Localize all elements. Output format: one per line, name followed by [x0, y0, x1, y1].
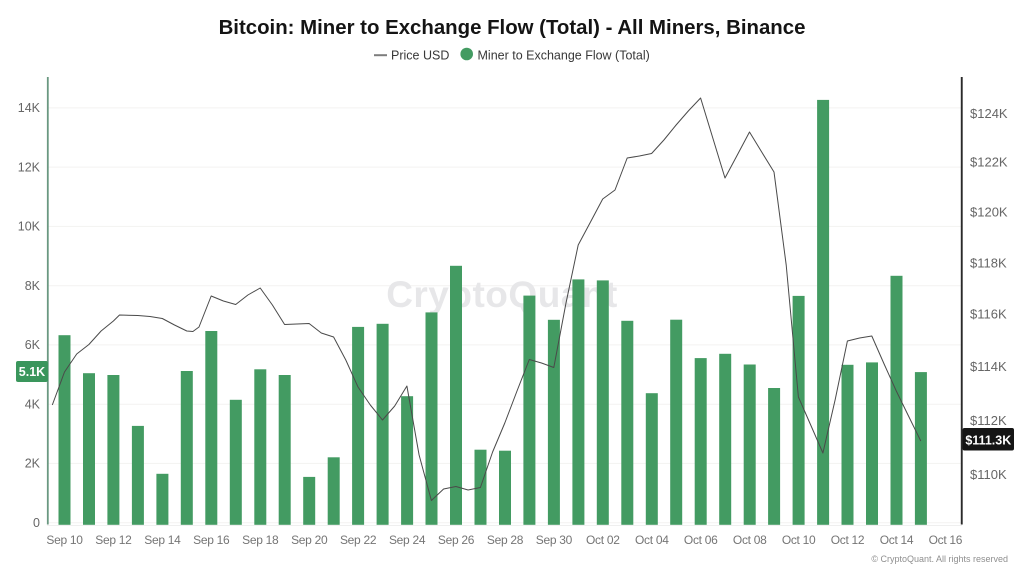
svg-text:0: 0 [33, 516, 40, 530]
svg-text:Oct 14: Oct 14 [880, 533, 914, 547]
svg-text:$112K: $112K [970, 413, 1007, 428]
svg-text:4K: 4K [25, 398, 41, 412]
svg-text:14K: 14K [18, 101, 41, 115]
svg-text:$120K: $120K [970, 205, 1008, 220]
svg-text:6K: 6K [25, 338, 41, 352]
svg-text:$111.3K: $111.3K [965, 433, 1011, 447]
svg-text:$122K: $122K [970, 155, 1008, 170]
svg-text:Oct 06: Oct 06 [684, 533, 718, 547]
svg-text:Sep 12: Sep 12 [95, 533, 132, 547]
svg-text:Sep 28: Sep 28 [487, 533, 524, 547]
svg-text:$116K: $116K [970, 307, 1007, 322]
svg-text:© CryptoQuant. All rights rese: © CryptoQuant. All rights reserved [871, 554, 1008, 564]
svg-text:8K: 8K [25, 279, 41, 293]
svg-text:Oct 12: Oct 12 [831, 533, 865, 547]
svg-text:$110K: $110K [970, 467, 1007, 482]
svg-text:Sep 22: Sep 22 [340, 533, 377, 547]
svg-text:10K: 10K [18, 220, 41, 234]
svg-text:Sep 14: Sep 14 [144, 533, 181, 547]
svg-text:Sep 16: Sep 16 [193, 533, 230, 547]
svg-text:2K: 2K [25, 457, 41, 471]
svg-text:Oct 10: Oct 10 [782, 533, 816, 547]
svg-text:Price USD: Price USD [391, 49, 449, 63]
svg-text:Sep 10: Sep 10 [46, 533, 83, 547]
svg-text:Oct 04: Oct 04 [635, 533, 669, 547]
svg-text:12K: 12K [18, 160, 41, 174]
svg-text:Sep 30: Sep 30 [536, 533, 573, 547]
svg-text:Sep 18: Sep 18 [242, 533, 279, 547]
svg-text:Sep 24: Sep 24 [389, 533, 426, 547]
svg-text:$114K: $114K [970, 359, 1007, 374]
svg-text:Bitcoin: Miner to Exchange Flo: Bitcoin: Miner to Exchange Flow (Total) … [219, 17, 806, 39]
svg-text:$118K: $118K [970, 255, 1007, 270]
svg-text:Oct 02: Oct 02 [586, 533, 620, 547]
svg-text:Miner to Exchange Flow (Total): Miner to Exchange Flow (Total) [478, 49, 650, 63]
svg-text:Oct 08: Oct 08 [733, 533, 767, 547]
svg-text:$124K: $124K [970, 106, 1008, 121]
svg-text:5.1K: 5.1K [19, 365, 45, 379]
svg-text:Oct 16: Oct 16 [929, 533, 963, 547]
svg-text:Sep 20: Sep 20 [291, 533, 328, 547]
svg-text:Sep 26: Sep 26 [438, 533, 475, 547]
